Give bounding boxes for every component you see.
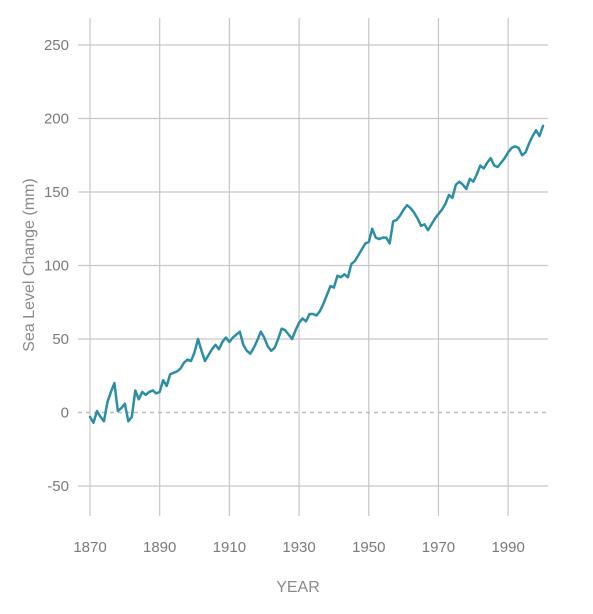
y-tick-label: 150 bbox=[44, 184, 69, 201]
x-tick-label: 1890 bbox=[143, 539, 176, 556]
x-tick-label: 1970 bbox=[422, 539, 455, 556]
x-axis-title: YEAR bbox=[276, 579, 320, 596]
y-tick-label: 0 bbox=[61, 405, 69, 422]
y-tick-label: 50 bbox=[52, 331, 69, 348]
y-tick-label: 250 bbox=[44, 37, 69, 54]
x-tick-label: 1910 bbox=[213, 539, 246, 556]
y-axis-title: Sea Level Change (mm) bbox=[21, 178, 38, 351]
y-tick-label: 100 bbox=[44, 258, 69, 275]
x-tick-label: 1930 bbox=[282, 539, 315, 556]
y-tick-label: -50 bbox=[47, 478, 69, 495]
x-tick-label: 1990 bbox=[491, 539, 524, 556]
tick-labels: -50 0 50 100 150 200 250 1870 1890 1910 1930 1950 19… bbox=[44, 37, 525, 556]
x-tick-label: 1870 bbox=[73, 539, 106, 556]
x-tick-label: 1950 bbox=[352, 539, 385, 556]
sea-level-series-line bbox=[88, 124, 545, 425]
grid-lines bbox=[78, 18, 548, 516]
y-tick-label: 200 bbox=[44, 111, 69, 128]
